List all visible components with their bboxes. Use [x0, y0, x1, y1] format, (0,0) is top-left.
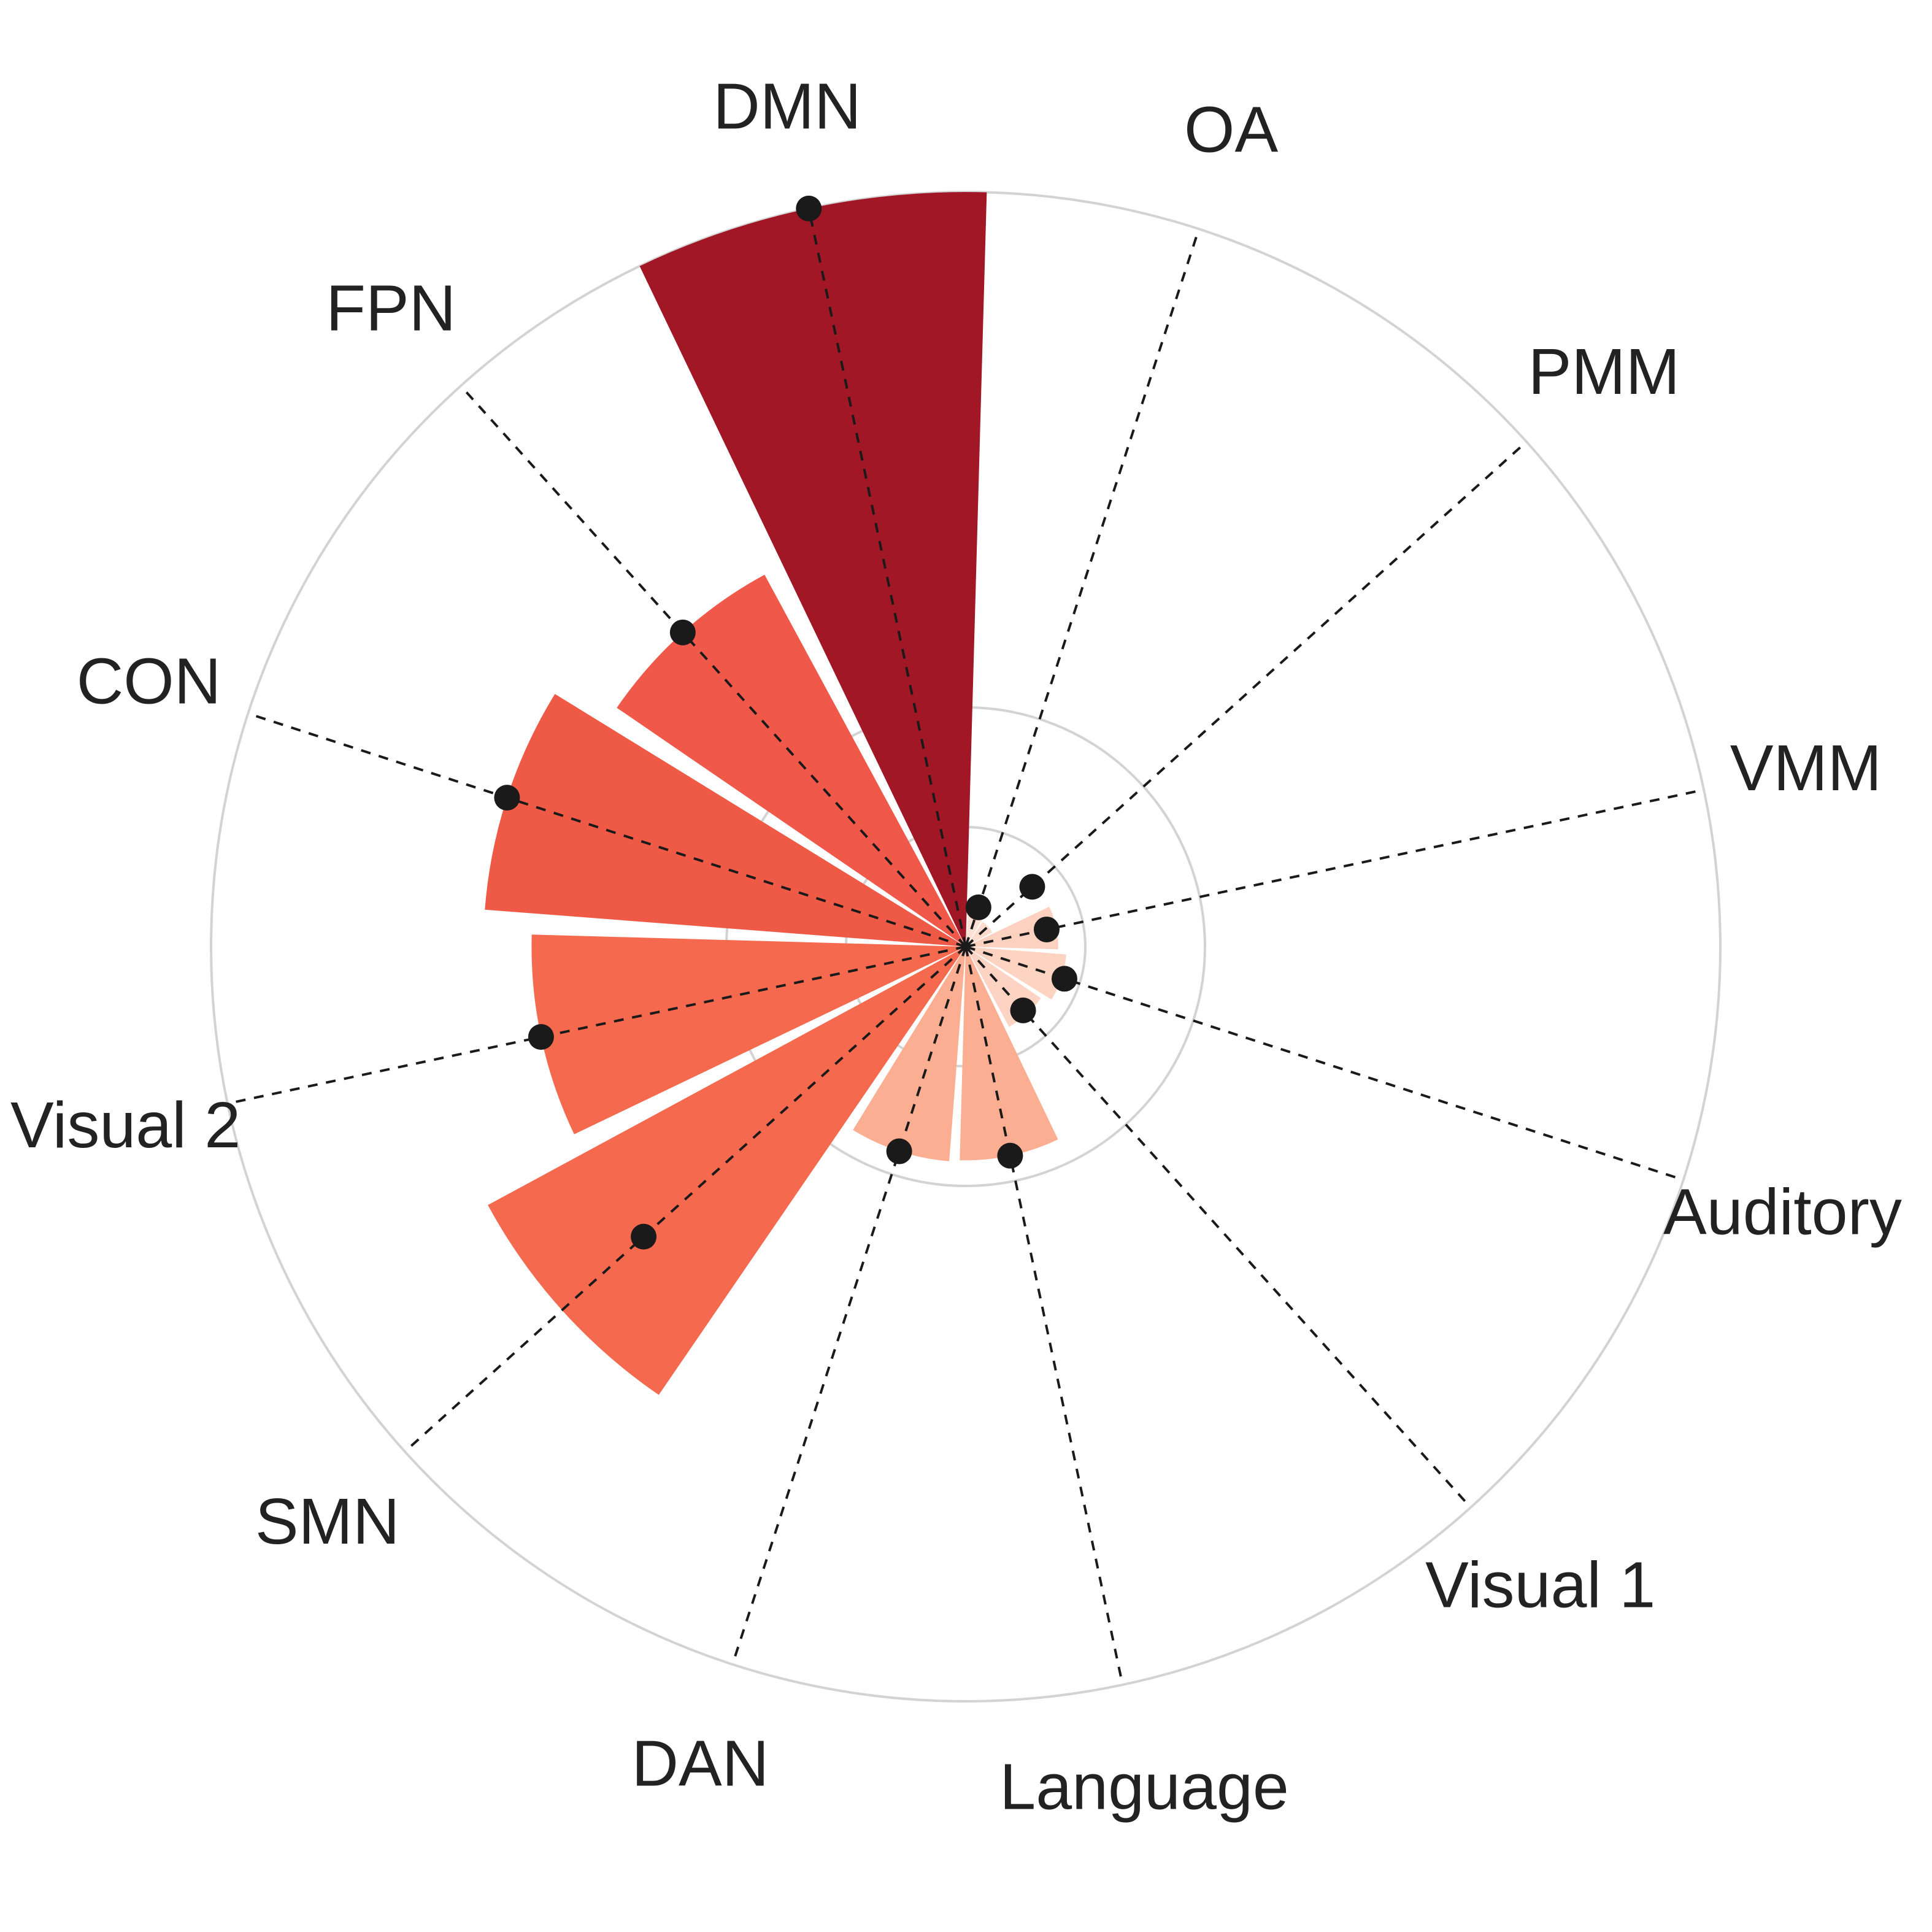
spoke-smn — [404, 945, 967, 1453]
category-label-con: CON — [77, 645, 221, 717]
spoke-fpn — [460, 385, 967, 948]
marker-visual-1 — [1010, 997, 1036, 1023]
marker-visual-2 — [528, 1024, 554, 1050]
marker-dan — [886, 1138, 912, 1164]
bar-con — [485, 694, 966, 947]
category-label-vmm: VMM — [1730, 732, 1882, 804]
spoke-con — [247, 712, 966, 948]
marker-vmm — [1033, 916, 1060, 942]
bar-language — [960, 947, 1058, 1161]
spoke-oa — [964, 228, 1200, 947]
bar-fpn — [617, 574, 966, 947]
marker-oa — [965, 894, 991, 920]
spoke-dan — [731, 946, 967, 1665]
category-label-smn: SMN — [255, 1485, 400, 1558]
marker-dmn — [796, 195, 822, 221]
category-label-dmn: DMN — [713, 71, 861, 143]
category-label-language: Language — [999, 1750, 1289, 1823]
marker-pmm — [1019, 874, 1045, 900]
marker-con — [494, 785, 520, 811]
spoke-language — [964, 946, 1124, 1685]
bar-visual-2 — [531, 934, 966, 1134]
category-label-visual-2: Visual 2 — [10, 1089, 241, 1161]
bars-layer — [485, 191, 1066, 1395]
labels-layer: DMN OA PMM VMM Auditory Visual 1 Language DAN SM… — [10, 71, 1902, 1823]
category-label-pmm: PMM — [1528, 336, 1680, 408]
bar-dmn — [639, 191, 987, 947]
marker-language — [997, 1142, 1023, 1169]
marker-fpn — [669, 619, 696, 645]
category-label-oa: OA — [1184, 94, 1278, 166]
spoke-vmm — [965, 788, 1704, 948]
category-label-dan: DAN — [631, 1727, 769, 1799]
markers-layer — [494, 195, 1077, 1250]
spoke-visual-1 — [964, 945, 1472, 1509]
spoke-visual-2 — [227, 945, 966, 1105]
spoke-dmn — [807, 208, 967, 947]
spoke-pmm — [964, 441, 1528, 948]
marker-smn — [631, 1223, 657, 1250]
spoke-auditory — [965, 945, 1684, 1181]
category-label-fpn: FPN — [326, 272, 456, 345]
marker-auditory — [1051, 966, 1077, 992]
bar-vmm — [966, 906, 1058, 950]
bar-auditory — [966, 947, 1066, 1000]
bar-smn — [488, 947, 966, 1395]
bar-dan — [853, 947, 966, 1161]
spokes-layer — [227, 208, 1704, 1685]
category-label-visual-1: Visual 1 — [1425, 1549, 1655, 1621]
category-label-auditory: Auditory — [1663, 1176, 1902, 1249]
